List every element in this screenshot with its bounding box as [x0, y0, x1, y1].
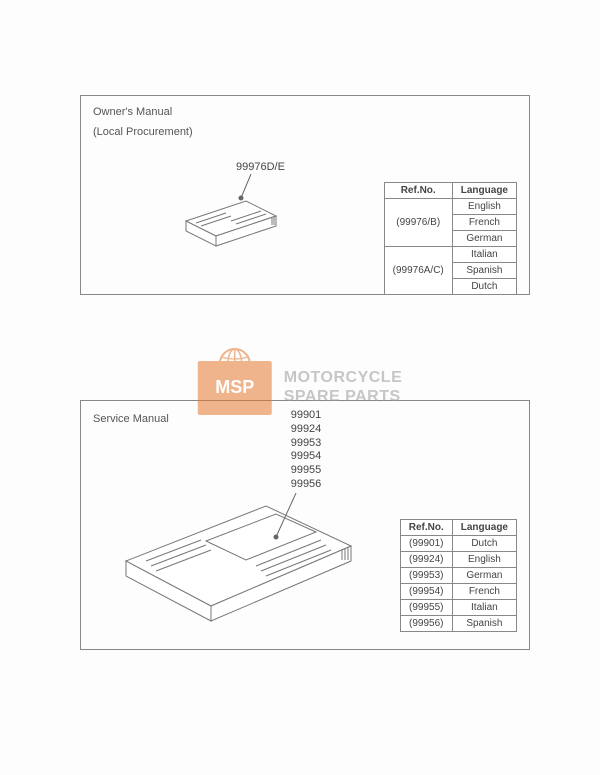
owners-manual-panel: Owner's Manual (Local Procurement) 99976… — [80, 95, 530, 295]
service-callout: 99954 — [281, 450, 331, 464]
lang-cell: French — [452, 584, 516, 600]
table-row: (99955) Italian — [400, 600, 516, 616]
ref-header: Ref.No. — [400, 520, 452, 536]
table-row: (99953) German — [400, 568, 516, 584]
lang-cell: Spanish — [452, 263, 516, 279]
ref-cell: (99901) — [400, 536, 452, 552]
service-callout: 99956 — [281, 478, 331, 492]
service-leader-line — [266, 493, 306, 543]
lang-header: Language — [452, 183, 516, 199]
service-manual-panel: Service Manual 99901 99924 99953 99954 9… — [80, 400, 530, 650]
ref-cell: (99953) — [400, 568, 452, 584]
owners-title-2: (Local Procurement) — [93, 126, 193, 138]
lang-cell: Dutch — [452, 279, 516, 295]
watermark-line1: MOTORCYCLE — [284, 369, 402, 387]
table-header-row: Ref.No. Language — [384, 183, 516, 199]
table-row: (99976A/C) Italian — [384, 247, 516, 263]
lang-cell: English — [452, 199, 516, 215]
owners-callout-label: 99976D/E — [236, 161, 285, 175]
service-callout-stack: 99901 99924 99953 99954 99955 99956 — [281, 409, 331, 492]
table-row: (99954) French — [400, 584, 516, 600]
owners-leader-line — [231, 174, 271, 204]
owners-ref-table: Ref.No. Language (99976/B) English Frenc… — [384, 182, 517, 295]
globe-icon — [218, 347, 252, 381]
ref-cell: (99955) — [400, 600, 452, 616]
ref-cell: (99976A/C) — [384, 247, 452, 295]
service-callout: 99955 — [281, 464, 331, 478]
lang-cell: English — [452, 552, 516, 568]
lang-cell: Italian — [452, 600, 516, 616]
service-callout: 99901 — [281, 409, 331, 423]
lang-cell: German — [452, 231, 516, 247]
owners-title-1: Owner's Manual — [93, 106, 172, 118]
lang-header: Language — [452, 520, 516, 536]
ref-cell: (99956) — [400, 616, 452, 632]
service-title: Service Manual — [93, 413, 169, 425]
table-row: (99901) Dutch — [400, 536, 516, 552]
lang-cell: Spanish — [452, 616, 516, 632]
lang-cell: German — [452, 568, 516, 584]
table-row: (99976/B) English — [384, 199, 516, 215]
lang-cell: Dutch — [452, 536, 516, 552]
watermark-badge-text: MSP — [215, 377, 254, 398]
service-manual-book-icon — [111, 496, 361, 631]
lang-cell: French — [452, 215, 516, 231]
service-callout: 99924 — [281, 423, 331, 437]
ref-cell: (99954) — [400, 584, 452, 600]
table-header-row: Ref.No. Language — [400, 520, 516, 536]
table-row: (99924) English — [400, 552, 516, 568]
service-callout: 99953 — [281, 437, 331, 451]
service-ref-table: Ref.No. Language (99901) Dutch (99924) E… — [400, 519, 517, 632]
ref-header: Ref.No. — [384, 183, 452, 199]
table-row: (99956) Spanish — [400, 616, 516, 632]
ref-cell: (99976/B) — [384, 199, 452, 247]
lang-cell: Italian — [452, 247, 516, 263]
ref-cell: (99924) — [400, 552, 452, 568]
